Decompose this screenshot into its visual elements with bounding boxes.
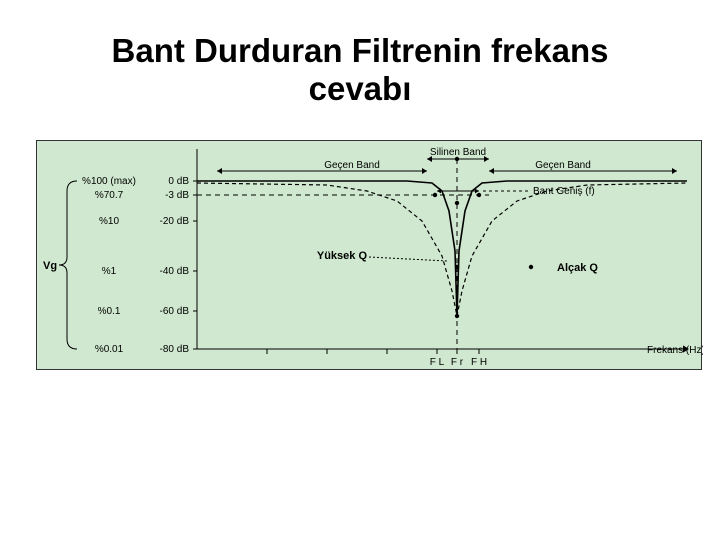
svg-text:-40 dB: -40 dB	[160, 266, 190, 277]
svg-text:0 dB: 0 dB	[168, 176, 189, 187]
svg-text:Alçak Q: Alçak Q	[557, 262, 598, 274]
svg-text:Bant Geniş (f): Bant Geniş (f)	[533, 186, 595, 197]
svg-text:%100 (max): %100 (max)	[82, 176, 136, 187]
title-line-2: cevabı	[0, 70, 720, 108]
svg-text:Geçen Band: Geçen Band	[535, 160, 591, 171]
svg-text:%0.1: %0.1	[98, 306, 121, 317]
svg-text:Silinen Band: Silinen Band	[430, 147, 486, 158]
svg-text:-20 dB: -20 dB	[160, 216, 190, 227]
svg-text:%0.01: %0.01	[95, 344, 124, 355]
svg-text:-80 dB: -80 dB	[160, 344, 190, 355]
svg-text:Vg: Vg	[43, 260, 57, 272]
svg-text:-60 dB: -60 dB	[160, 306, 190, 317]
svg-text:F r: F r	[451, 357, 464, 368]
svg-text:F H: F H	[471, 357, 487, 368]
title-line-1: Bant Durduran Filtrenin frekans	[0, 32, 720, 70]
frequency-response-chart: 0 dB %100 (max) -3 dB %70.7 -20 dB %10 -40 dB%…	[36, 140, 702, 370]
svg-text:Yüksek Q: Yüksek Q	[317, 250, 368, 262]
svg-text:%70.7: %70.7	[95, 190, 124, 201]
svg-text:%1: %1	[102, 266, 117, 277]
svg-text:F L: F L	[430, 357, 445, 368]
svg-text:%10: %10	[99, 216, 119, 227]
svg-text:Frekans (Hz): Frekans (Hz)	[647, 345, 703, 356]
svg-text:Geçen Band: Geçen Band	[324, 160, 380, 171]
svg-text:-3 dB: -3 dB	[165, 190, 189, 201]
slide-title: Bant Durduran Filtrenin frekans cevabı	[0, 32, 720, 108]
